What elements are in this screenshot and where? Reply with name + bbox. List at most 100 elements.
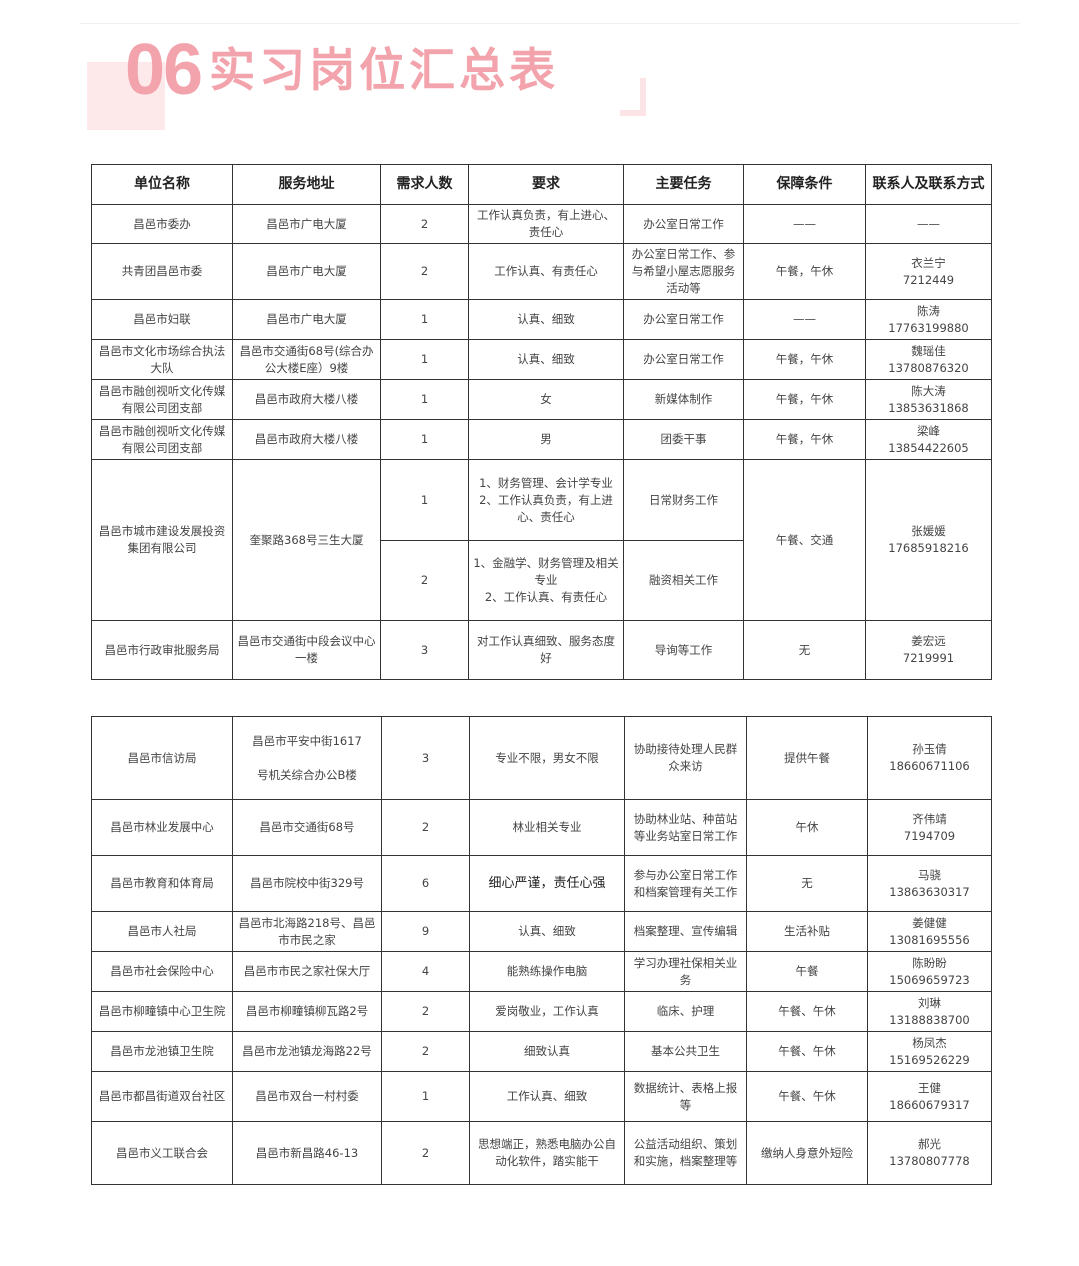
task-cell: 数据统计、表格上报等 [624, 1071, 747, 1122]
address-cell: 昌邑市广电大厦 [232, 243, 381, 300]
table-row: 昌邑市教育和体育局 昌邑市院校中街329号 6 细心严谨，责任心强 参与办公室日常工作和… [91, 855, 992, 912]
table-row: 昌邑市城市建设发展投资集团有限公司 奎聚路368号三生大厦 1 1、财务管理、会计学专… [91, 459, 992, 621]
table-row: 昌邑市信访局 昌邑市平安中街1617 号机关综合办公B楼 3 专业不限，男女不限 协助接… [91, 716, 992, 800]
count-cell: 1 [380, 339, 469, 380]
contact-phone: 13854422605 [888, 440, 969, 455]
task-cell: 办公室日常工作、参与希望小屋志愿服务活动等 [623, 243, 744, 300]
benefits-cell: 午餐、交通 [743, 459, 866, 621]
table-row: 2 1、金融学、财务管理及相关专业 2、工作认真、有责任心 融资相关工作 [92, 540, 992, 621]
contact-name: 孙玉倩 [912, 742, 947, 756]
benefits-cell: 午餐，午休 [743, 379, 866, 420]
address-cell: 昌邑市龙池镇龙海路22号 [232, 1031, 382, 1072]
unit-cell: 昌邑市行政审批服务局 [91, 620, 233, 680]
address-cell: 昌邑市交通街中段会议中心一楼 [232, 620, 381, 680]
address-cell: 昌邑市双台一村村委 [232, 1071, 382, 1122]
count-cell: 2 [380, 243, 469, 300]
benefits-cell: 午餐，午休 [743, 339, 866, 380]
requirement-cell: 对工作认真细致、服务态度好 [468, 620, 624, 680]
address-cell: 昌邑市北海路218号、昌邑市市民之家 [232, 911, 382, 952]
unit-cell: 昌邑市义工联合会 [91, 1121, 233, 1185]
address-cell: 昌邑市市民之家社保大厅 [232, 951, 382, 992]
requirement-cell: 能熟练操作电脑 [469, 951, 625, 992]
unit-cell: 昌邑市教育和体育局 [91, 855, 233, 912]
count-cell: 9 [381, 911, 470, 952]
contact-phone: 13853631868 [888, 400, 969, 415]
count-cell: 3 [380, 620, 469, 680]
unit-cell: 昌邑市社会保险中心 [91, 951, 233, 992]
table-row: 昌邑市林业发展中心 昌邑市交通街68号 2 林业相关专业 协助林业站、种苗站等业务站室日… [91, 799, 992, 856]
benefits-cell: 无 [746, 855, 868, 912]
contact-name: —— [917, 216, 940, 231]
contact-name: 魏瑶佳 [911, 343, 946, 358]
contact-name: 姜宏远 [911, 634, 946, 648]
task-cell: 协助接待处理人民群众来访 [624, 716, 747, 800]
contact-cell: 杨凤杰 15169526229 [867, 1031, 992, 1072]
contact-name: 马骁 [918, 867, 941, 882]
table-row: 昌邑市融创视听文化传媒有限公司团支部 昌邑市政府大楼八楼 1 男团委干事 午餐，午休 梁峰… [91, 419, 992, 460]
header-benefits: 保障条件 [743, 164, 866, 205]
contact-phone: 15169526229 [889, 1052, 970, 1067]
contact-cell: 齐伟靖 7194709 [867, 799, 992, 856]
unit-cell: 昌邑市融创视听文化传媒有限公司团支部 [91, 419, 233, 460]
contact-name: 姜健健 [912, 915, 947, 930]
contact-phone: 7212449 [902, 272, 955, 287]
unit-cell: 共青团昌邑市委 [91, 243, 233, 300]
contact-name: 杨凤杰 [912, 1035, 947, 1050]
count-cell: 1 [380, 459, 469, 541]
address-cell: 昌邑市新昌路46-13 [232, 1121, 382, 1185]
task-cell: 基本公共卫生 [624, 1031, 747, 1072]
contact-name: 张媛媛 [911, 524, 946, 538]
table-header-row: 单位名称 服务地址 需求人数 要求 主要任务 保障条件 联系人及联系方式 [91, 164, 992, 205]
contact-name: 陈大涛 [911, 383, 946, 398]
title-number: 06 [125, 30, 203, 110]
benefits-cell: 缴纳人身意外短险 [746, 1121, 868, 1185]
requirement-cell: 1、金融学、财务管理及相关专业 2、工作认真、有责任心 [468, 540, 624, 621]
contact-phone: 13081695556 [889, 932, 970, 947]
count-cell: 1 [380, 379, 469, 420]
contact-phone: 18660679317 [889, 1097, 970, 1112]
contact-name: 陈涛 [917, 303, 940, 318]
requirement-cell: 工作认真、细致 [469, 1071, 625, 1122]
benefits-cell: 午餐、午休 [746, 1031, 868, 1072]
count-cell: 2 [380, 204, 469, 244]
unit-cell: 昌邑市林业发展中心 [91, 799, 233, 856]
task-cell: 日常财务工作 [623, 459, 744, 541]
task-cell: 办公室日常工作 [623, 339, 744, 380]
unit-cell: 昌邑市城市建设发展投资集团有限公司 [91, 459, 233, 621]
internship-table-1: 单位名称 服务地址 需求人数 要求 主要任务 保障条件 联系人及联系方式 昌邑市委办 昌邑市广… [91, 164, 992, 680]
count-cell: 2 [381, 1121, 470, 1185]
header-contact: 联系人及联系方式 [865, 164, 992, 205]
internship-table-2: 昌邑市信访局 昌邑市平安中街1617 号机关综合办公B楼 3 专业不限，男女不限 协助接… [91, 716, 992, 1185]
count-cell: 1 [380, 419, 469, 460]
table-row: 昌邑市文化市场综合执法大队 昌邑市交通街68号(综合办公大楼E座）9楼 1 认真、细致… [91, 339, 992, 380]
task-cell: 办公室日常工作 [623, 204, 744, 244]
unit-cell: 昌邑市信访局 [91, 716, 233, 800]
count-cell: 2 [381, 799, 470, 856]
address-cell: 昌邑市交通街68号(综合办公大楼E座）9楼 [232, 339, 381, 380]
task-cell: 临床、护理 [624, 991, 747, 1032]
count-cell: 2 [381, 1031, 470, 1072]
benefits-cell: —— [743, 204, 866, 244]
contact-cell: 郝光 13780807778 [867, 1121, 992, 1185]
count-cell: 1 [381, 1071, 470, 1122]
address-cell: 奎聚路368号三生大厦 [232, 459, 381, 621]
unit-cell: 昌邑市都昌街道双台社区 [91, 1071, 233, 1122]
unit-cell: 昌邑市文化市场综合执法大队 [91, 339, 233, 380]
requirement-cell: 男 [468, 419, 624, 460]
contact-phone: 15069659723 [889, 972, 970, 987]
address-cell: 昌邑市院校中街329号 [232, 855, 382, 912]
benefits-cell: —— [743, 299, 866, 340]
table-row: 昌邑市龙池镇卫生院 昌邑市龙池镇龙海路22号 2 细致认真 基本公共卫生 午餐、午休 杨凤杰… [91, 1031, 992, 1072]
table-row: 昌邑市柳疃镇中心卫生院 昌邑市柳疃镇柳瓦路2号 2 爱岗敬业，工作认真 临床、护理 午餐、… [91, 991, 992, 1032]
count-cell: 1 [380, 299, 469, 340]
header-requirement: 要求 [468, 164, 624, 205]
requirement-cell: 专业不限，男女不限 [469, 716, 625, 800]
task-cell: 办公室日常工作 [623, 299, 744, 340]
requirement-cell: 爱岗敬业，工作认真 [469, 991, 625, 1032]
contact-cell: 姜宏远 7219991 [865, 620, 992, 680]
task-cell: 学习办理社保相关业务 [624, 951, 747, 992]
title-decoration [87, 62, 165, 130]
count-cell: 2 [381, 991, 470, 1032]
requirement-cell: 认真、细致 [468, 299, 624, 340]
requirement-cell: 认真、细致 [468, 339, 624, 380]
